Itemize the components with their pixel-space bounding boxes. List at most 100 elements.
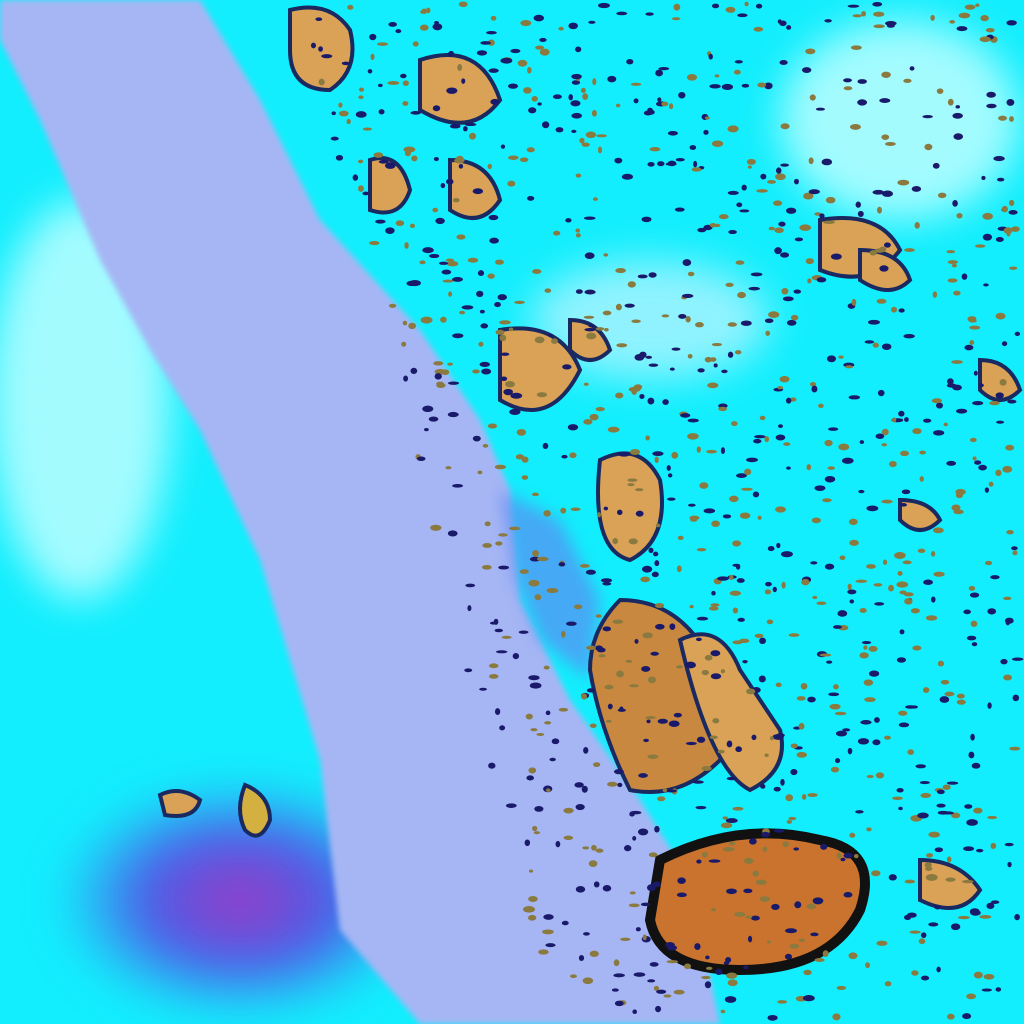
cloud-speckle [593,881,600,888]
cloud-speckle [747,165,752,169]
cloud-speckle [575,803,585,811]
cloud-speckle [645,12,654,16]
cloud-speckle [926,853,934,858]
cloud-speckle [669,367,675,371]
cloud-speckle [647,676,657,684]
cloud-speckle [857,99,868,106]
cloud-speckle [772,200,783,206]
cloud-speckle [714,74,720,78]
cloud-speckle [973,807,983,814]
cloud-speckle [713,363,718,368]
cloud-speckle [615,303,622,311]
cloud-speckle [583,382,589,386]
cloud-speckle [932,162,940,169]
cloud-speckle [648,272,657,278]
cloud-speckle [987,815,998,820]
cloud-speckle [739,512,751,519]
cloud-speckle [490,15,497,21]
cloud-speckle [534,336,545,344]
cloud-speckle [735,746,743,753]
cloud-speckle [765,581,772,587]
cloud-speckle [505,803,517,808]
cloud-speckle [966,819,978,826]
cloud-speckle [809,94,816,101]
cloud-speckle [757,82,767,88]
cloud-speckle [575,289,583,294]
cloud-speckle [582,93,589,100]
cloud-speckle [757,515,762,520]
cloud-speckle [588,324,595,328]
cloud-speckle [490,98,500,105]
cloud-speckle [589,413,599,421]
cloud-speckle [777,19,782,24]
cloud-speckle [539,37,547,42]
cloud-speckle [497,294,507,301]
cloud-speckle [980,15,989,22]
cloud-speckle [607,703,613,710]
cloud-speckle [735,564,741,570]
cloud-speckle [639,394,645,400]
cloud-speckle [479,309,485,314]
cloud-speckle [970,910,981,916]
cloud-speckle [986,91,996,98]
cloud-speckle [761,831,771,838]
cloud-speckle [801,578,810,586]
cloud-speckle [526,147,535,153]
cloud-speckle [494,464,507,470]
cloud-speckle [584,252,595,259]
cloud-speckle [582,977,594,985]
cloud-speckle [963,609,971,615]
cloud-speckle [851,298,857,306]
cloud-speckle [798,938,805,942]
cloud-speckle [321,54,333,59]
cloud-speckle [982,233,993,241]
cloud-speckle [510,392,523,399]
cloud-speckle [981,988,992,992]
cloud-speckle [824,563,835,570]
cloud-speckle [1009,116,1014,122]
cloud-speckle [503,388,513,396]
cloud-speckle [874,602,885,606]
cloud-speckle [775,434,786,441]
cloud-speckle [925,874,938,881]
cloud-speckle [732,540,742,547]
cloud-speckle [904,598,913,605]
cloud-speckle [318,46,323,52]
cloud-speckle [649,962,659,967]
cloud-speckle [518,630,529,634]
cloud-speckle [724,996,737,1003]
cloud-speckle [715,968,723,976]
cloud-speckle [534,594,542,601]
cloud-speckle [984,560,993,566]
cloud-speckle [729,590,742,596]
cloud-speckle [764,753,769,758]
cloud-speckle [727,351,734,358]
cloud-speckle [807,696,816,703]
cloud-speckle [737,13,748,18]
cloud-speckle [633,972,646,977]
cloud-speckle [639,351,647,358]
cloud-speckle [509,408,521,416]
cloud-speckle [726,740,733,748]
cloud-speckle [517,59,528,67]
cloud-speckle [859,652,869,659]
cloud-speckle [940,679,950,685]
cloud-speckles [310,1,1024,1021]
cloud-speckle [953,133,963,140]
cloud-speckle [561,454,568,459]
cloud-speckle [640,576,651,583]
cloud-speckle [454,157,465,164]
cloud-speckle [741,487,753,491]
cloud-speckle [718,214,729,220]
cloud-speckle [777,1000,788,1004]
cloud-speckle [563,835,574,841]
cloud-speckle [912,645,922,651]
cloud-speckle [718,406,728,412]
cloud-speckle [737,617,745,622]
cloud-speckle [841,457,854,464]
cloud-speckle [966,635,977,641]
cloud-speckle [519,157,529,163]
cloud-speckle [400,73,407,79]
cloud-speckle [776,167,782,174]
cloud-speckle [755,879,767,885]
